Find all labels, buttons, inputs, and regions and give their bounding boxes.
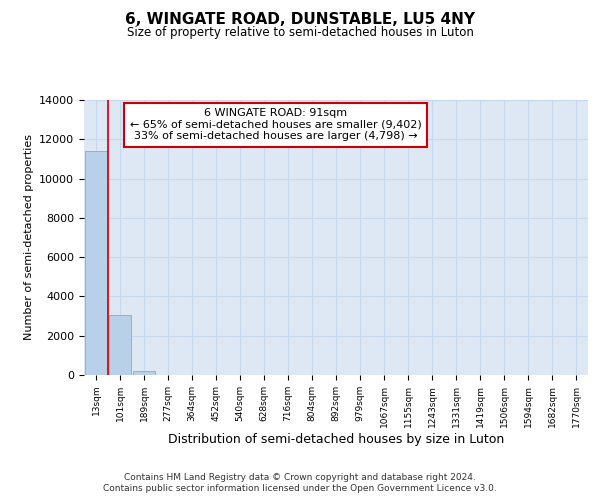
Y-axis label: Number of semi-detached properties: Number of semi-detached properties xyxy=(23,134,34,340)
Text: Contains HM Land Registry data © Crown copyright and database right 2024.: Contains HM Land Registry data © Crown c… xyxy=(124,472,476,482)
Text: Distribution of semi-detached houses by size in Luton: Distribution of semi-detached houses by … xyxy=(168,432,504,446)
Text: Contains public sector information licensed under the Open Government Licence v3: Contains public sector information licen… xyxy=(103,484,497,493)
Bar xyxy=(133,371,155,375)
Bar xyxy=(85,151,107,375)
Text: 6 WINGATE ROAD: 91sqm
← 65% of semi-detached houses are smaller (9,402)
33% of s: 6 WINGATE ROAD: 91sqm ← 65% of semi-deta… xyxy=(130,108,421,142)
Bar xyxy=(109,315,131,375)
Text: 6, WINGATE ROAD, DUNSTABLE, LU5 4NY: 6, WINGATE ROAD, DUNSTABLE, LU5 4NY xyxy=(125,12,475,28)
Text: Size of property relative to semi-detached houses in Luton: Size of property relative to semi-detach… xyxy=(127,26,473,39)
